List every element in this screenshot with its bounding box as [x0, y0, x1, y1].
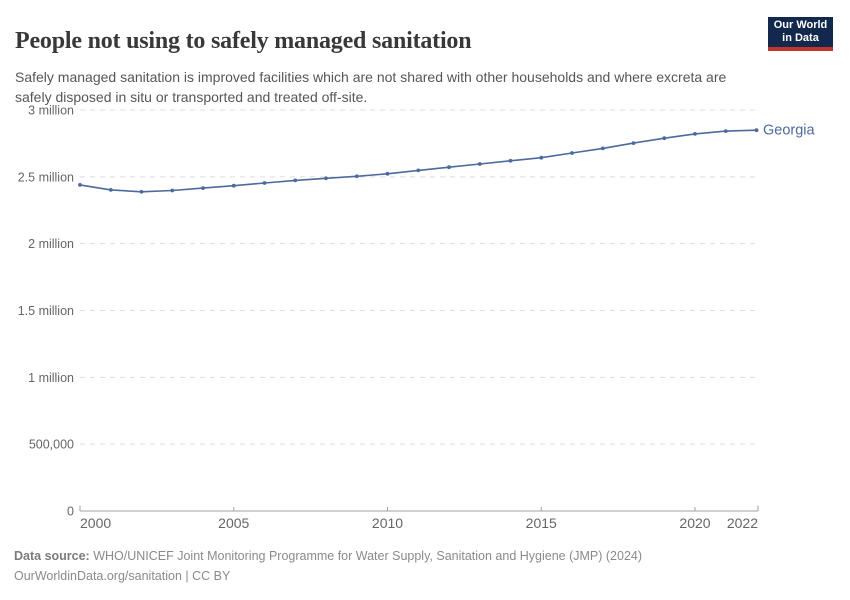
data-point — [662, 136, 667, 141]
license-text: OurWorldinData.org/sanitation | CC BY — [14, 569, 231, 583]
data-point — [201, 186, 205, 191]
data-point — [477, 162, 482, 166]
chart-footer: Data source: WHO/UNICEF Joint Monitoring… — [14, 546, 834, 586]
data-point — [293, 178, 298, 183]
data-source-line: Data source: WHO/UNICEF Joint Monitoring… — [14, 546, 834, 566]
y-tick-label: 0 — [67, 505, 74, 519]
y-tick-label: 1 million — [28, 371, 74, 385]
series-end-label: Georgia — [763, 123, 816, 139]
data-point — [539, 155, 544, 160]
data-point — [324, 176, 328, 181]
data-point — [693, 132, 697, 136]
y-tick-label: 3 million — [28, 104, 74, 118]
x-tick-label: 2000 — [80, 515, 111, 531]
y-tick-label: 2 million — [28, 237, 74, 251]
x-tick-label: 2005 — [218, 515, 249, 531]
data-point — [354, 174, 359, 179]
data-point — [600, 146, 605, 151]
data-point — [108, 188, 113, 192]
data-source-label: Data source: — [14, 549, 90, 563]
owid-logo: Our World in Data — [768, 17, 833, 51]
data-point — [723, 129, 728, 134]
series-line — [79, 129, 758, 193]
data-point — [631, 141, 636, 146]
y-tick-label: 500,000 — [29, 438, 74, 452]
line-chart-svg: 0 500,000 1 million 1.5 million 2 million 2.5… — [18, 104, 816, 532]
data-source-text: WHO/UNICEF Joint Monitoring Programme fo… — [89, 549, 643, 563]
x-tick-label: 2022 — [727, 515, 758, 531]
page-subtitle: Safely managed sanitation is improved fa… — [15, 69, 727, 105]
logo-text-line2: in Data — [782, 32, 819, 44]
data-point — [447, 165, 451, 170]
data-point — [139, 189, 144, 194]
data-point — [231, 183, 236, 188]
logo-text-line1: Our World — [773, 19, 828, 31]
data-point — [170, 188, 175, 193]
data-point — [78, 183, 82, 187]
y-tick-label: 2.5 million — [18, 170, 74, 184]
data-point — [570, 151, 574, 155]
data-point — [262, 181, 267, 185]
data-point — [754, 128, 759, 133]
data-point — [385, 171, 390, 176]
data-point — [508, 158, 513, 163]
x-tick-label: 2015 — [526, 515, 557, 531]
x-tick-label: 2010 — [372, 515, 403, 531]
data-point — [416, 168, 421, 173]
x-tick-label: 2020 — [679, 515, 710, 531]
page-title: People not using to safely managed sanit… — [15, 28, 472, 55]
y-tick-label: 1.5 million — [18, 304, 74, 318]
